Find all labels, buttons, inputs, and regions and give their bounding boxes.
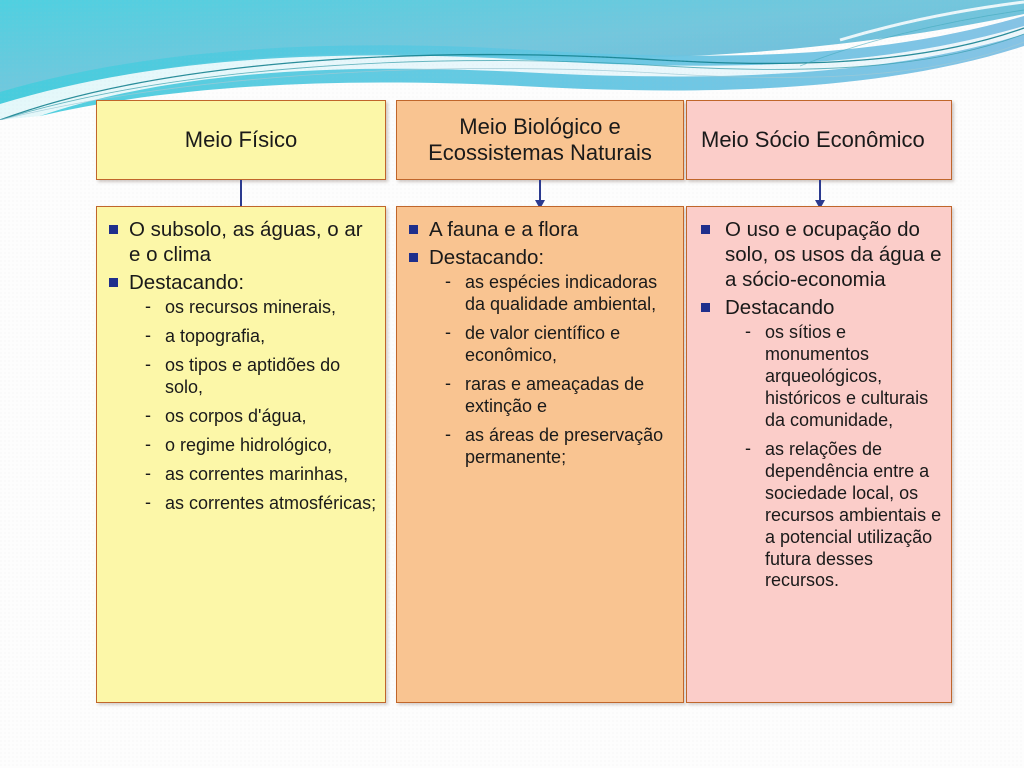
dash-bullet-icon: - <box>445 372 451 393</box>
column-meio-socio-economico: Meio Sócio Econômico <box>686 100 952 180</box>
square-bullet-icon <box>109 278 118 287</box>
square-bullet-icon <box>409 225 418 234</box>
sub-bullet-text: os recursos minerais, <box>165 297 337 317</box>
dash-bullet-icon: - <box>145 324 151 345</box>
bullet-item: Destacando: - os recursos minerais, - a … <box>107 270 377 515</box>
connector-line-column-2 <box>539 180 541 202</box>
sub-bullet-item: - os sítios e monumentos arqueológicos, … <box>743 321 943 432</box>
sub-bullet-item: - as espécies indicadoras da qualidade a… <box>443 271 675 316</box>
bullet-text: A fauna e a flora <box>429 218 579 241</box>
column-meio-fisico: Meio Físico <box>96 100 386 180</box>
sub-bullet-item: - as relações de dependência entre a soc… <box>743 437 943 593</box>
sub-bullet-item: - o regime hidrológico, <box>143 433 377 457</box>
sub-bullet-list: - os recursos minerais, - a topografia, … <box>143 296 377 515</box>
dash-bullet-icon: - <box>145 462 151 483</box>
square-bullet-icon <box>701 303 710 312</box>
header-line: Meio Sócio Econômico <box>701 127 925 153</box>
sub-bullet-item: - os recursos minerais, <box>143 296 377 319</box>
bullet-text: Destacando: <box>129 271 245 294</box>
square-bullet-icon <box>701 225 710 234</box>
header-line: Meio Físico <box>184 127 298 153</box>
square-bullet-icon <box>109 225 118 234</box>
bullet-list-column-3: O uso e ocupação do solo, os usos da águ… <box>697 217 943 592</box>
header-box-meio-biologico[interactable]: Meio Biológico e Ecossistemas Naturais <box>396 100 684 180</box>
bullet-item: Destacando - os sítios e monumentos arqu… <box>697 295 943 592</box>
header-line: Ecossistemas Naturais <box>428 140 652 165</box>
sub-bullet-list: - os sítios e monumentos arqueológicos, … <box>743 321 943 593</box>
sub-bullet-text: as correntes atmosféricas; <box>165 492 377 513</box>
sub-bullet-text: as áreas de preservação permanente; <box>465 424 664 467</box>
content-box-meio-biologico: A fauna e a flora Destacando: - as espéc… <box>396 206 684 703</box>
sub-bullet-text: os sítios e monumentos arqueológicos, hi… <box>765 322 929 430</box>
dash-bullet-icon: - <box>145 404 151 425</box>
sub-bullet-item: - a topografia, <box>143 324 377 348</box>
arrow-down-icon-column-2 <box>535 200 545 209</box>
arrow-down-icon-column-3 <box>815 200 825 209</box>
bullet-text: O uso e ocupação do solo, os usos da águ… <box>725 218 942 291</box>
header-box-meio-socio-economico[interactable]: Meio Sócio Econômico <box>686 100 952 180</box>
bullet-text: Destacando <box>725 296 835 319</box>
sub-bullet-text: o regime hidrológico, <box>165 434 333 455</box>
dash-bullet-icon: - <box>745 321 751 341</box>
sub-bullet-text: os tipos e aptidões do solo, <box>165 354 341 397</box>
dash-bullet-icon: - <box>145 296 151 316</box>
sub-bullet-list: - as espécies indicadoras da qualidade a… <box>443 271 675 469</box>
content-box-meio-socio-economico: O uso e ocupação do solo, os usos da águ… <box>686 206 952 703</box>
sub-bullet-text: a topografia, <box>165 325 266 346</box>
bullet-list-column-2: A fauna e a flora Destacando: - as espéc… <box>407 217 675 469</box>
sub-bullet-item: - as áreas de preservação permanente; <box>443 423 675 469</box>
sub-bullet-item: - raras e ameaçadas de extinção e <box>443 372 675 418</box>
bullet-text: O subsolo, as águas, o ar e o clima <box>129 218 363 266</box>
sub-bullet-item: - os tipos e aptidões do solo, <box>143 353 377 399</box>
header-box-meio-fisico[interactable]: Meio Físico <box>96 100 386 180</box>
sub-bullet-item: - de valor científico e econômico, <box>443 321 675 367</box>
connector-line-column-3 <box>819 180 821 202</box>
sub-bullet-text: as relações de dependência entre a socie… <box>765 438 942 591</box>
header-line: Meio Biológico e <box>459 114 621 140</box>
header-swoosh-graphic <box>0 0 1024 120</box>
dash-bullet-icon: - <box>145 433 151 454</box>
content-box-meio-fisico: O subsolo, as águas, o ar e o clima Dest… <box>96 206 386 703</box>
sub-bullet-item: - as correntes marinhas, <box>143 462 377 486</box>
bullet-item: O subsolo, as águas, o ar e o clima <box>107 217 377 267</box>
bullet-list-column-1: O subsolo, as águas, o ar e o clima Dest… <box>107 217 377 515</box>
dash-bullet-icon: - <box>745 437 751 458</box>
sub-bullet-text: as correntes marinhas, <box>165 463 349 484</box>
dash-bullet-icon: - <box>145 491 151 512</box>
sub-bullet-item: - os corpos d'água, <box>143 404 377 428</box>
dash-bullet-icon: - <box>145 353 151 374</box>
sub-bullet-text: as espécies indicadoras da qualidade amb… <box>465 272 658 314</box>
dash-bullet-icon: - <box>445 321 451 342</box>
sub-bullet-text: os corpos d'água, <box>165 405 307 426</box>
dash-bullet-icon: - <box>445 271 451 291</box>
bullet-item: Destacando: - as espécies indicadoras da… <box>407 245 675 469</box>
column-meio-biologico: Meio Biológico e Ecossistemas Naturais <box>396 100 684 180</box>
dash-bullet-icon: - <box>445 423 451 444</box>
bullet-item: O uso e ocupação do solo, os usos da águ… <box>697 217 943 292</box>
connector-line-column-1 <box>240 180 242 206</box>
bullet-item: A fauna e a flora <box>407 217 675 242</box>
sub-bullet-text: raras e ameaçadas de extinção e <box>465 373 645 416</box>
bullet-text: Destacando: <box>429 246 545 269</box>
square-bullet-icon <box>409 253 418 262</box>
sub-bullet-item: - as correntes atmosféricas; <box>143 491 377 515</box>
sub-bullet-text: de valor científico e econômico, <box>465 322 621 365</box>
